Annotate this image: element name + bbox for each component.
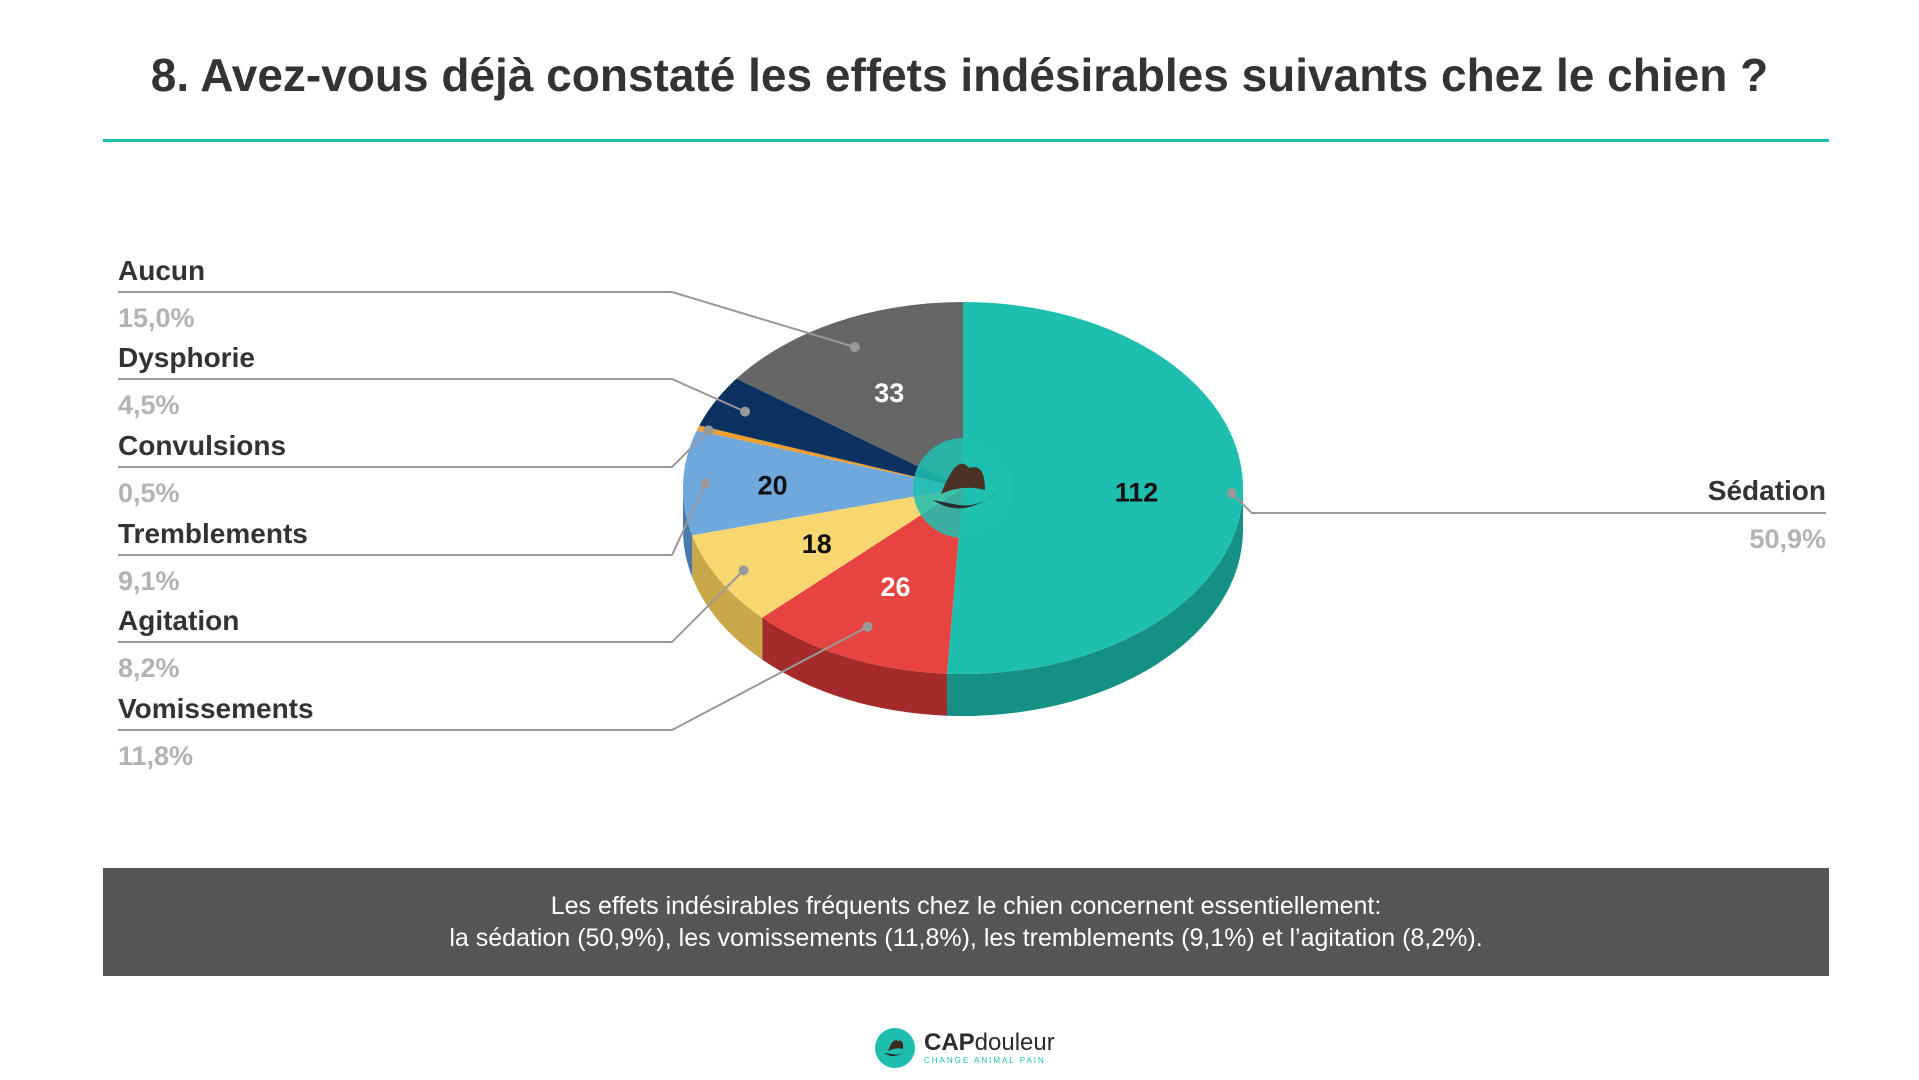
slice-6 [736,302,963,488]
leader-lines [118,291,1826,731]
summary-box: Les effets indésirables fréquents chez l… [103,868,1829,976]
leader-line-3 [118,482,707,556]
category-labels: Sédation 50,9% Vomissements 11,8% Agitation 8… [118,255,1826,771]
slice-side-0 [947,488,1243,716]
slice-side-3 [683,488,693,578]
brand-tagline: CHANGE ANIMAL PAIN [924,1056,1046,1065]
value-label-0: 112 [1115,477,1159,507]
category-label-0: Sédation [1708,475,1826,506]
slice-3 [683,430,963,536]
pie-depth-layer [683,488,1243,716]
summary-line-1: Les effets indésirables fréquents chez l… [550,892,1382,920]
paw-hand-logo-icon [875,1028,915,1068]
slice-4 [696,425,963,488]
value-label-6: 33 [874,378,904,408]
category-label-2: Agitation [118,605,239,636]
center-logo-hand [933,492,997,509]
leader-line-1 [118,625,869,731]
leader-line-0 [1230,492,1826,514]
slice-side-1 [762,617,948,716]
category-percent-6: 15,0% [118,303,195,333]
brand-logo: CAPdouleur CHANGE ANIMAL PAIN [874,1024,1055,1072]
value-label-1: 26 [881,572,911,602]
leader-line-2 [118,569,745,643]
value-label-3: 20 [758,470,788,500]
category-label-6: Aucun [118,255,205,286]
center-logo-icon [913,438,1013,538]
title-divider [103,139,1829,142]
slice-2 [692,488,963,618]
category-percent-1: 11,8% [118,741,193,771]
category-label-5: Dysphorie [118,342,255,373]
page-title: 8. Avez-vous déjà constaté les effets in… [150,49,1769,101]
pie-top-layer [683,302,1243,674]
category-percent-2: 8,2% [118,653,180,683]
value-label-2: 18 [802,529,832,559]
brand-name: CAPdouleur [924,1029,1055,1056]
leader-line-6 [118,291,856,349]
category-percent-5: 4,5% [118,390,180,420]
category-percent-4: 0,5% [118,478,180,508]
slice-1 [762,488,963,674]
slice-side-2 [692,535,763,660]
category-label-3: Tremblements [118,518,308,549]
category-label-1: Vomissements [118,693,314,724]
summary-line-2: la sédation (50,9%), les vomissements (1… [449,924,1483,952]
category-percent-3: 9,1% [118,566,180,596]
leader-line-4 [118,429,710,468]
slice-value-labels: 112 26 18 20 33 [758,378,1159,602]
leader-line-5 [118,378,746,413]
slice-0 [947,302,1243,674]
center-logo-paw [941,463,985,494]
category-percent-0: 50,9% [1749,524,1826,554]
slice-5 [699,378,963,488]
category-label-4: Convulsions [118,430,286,461]
